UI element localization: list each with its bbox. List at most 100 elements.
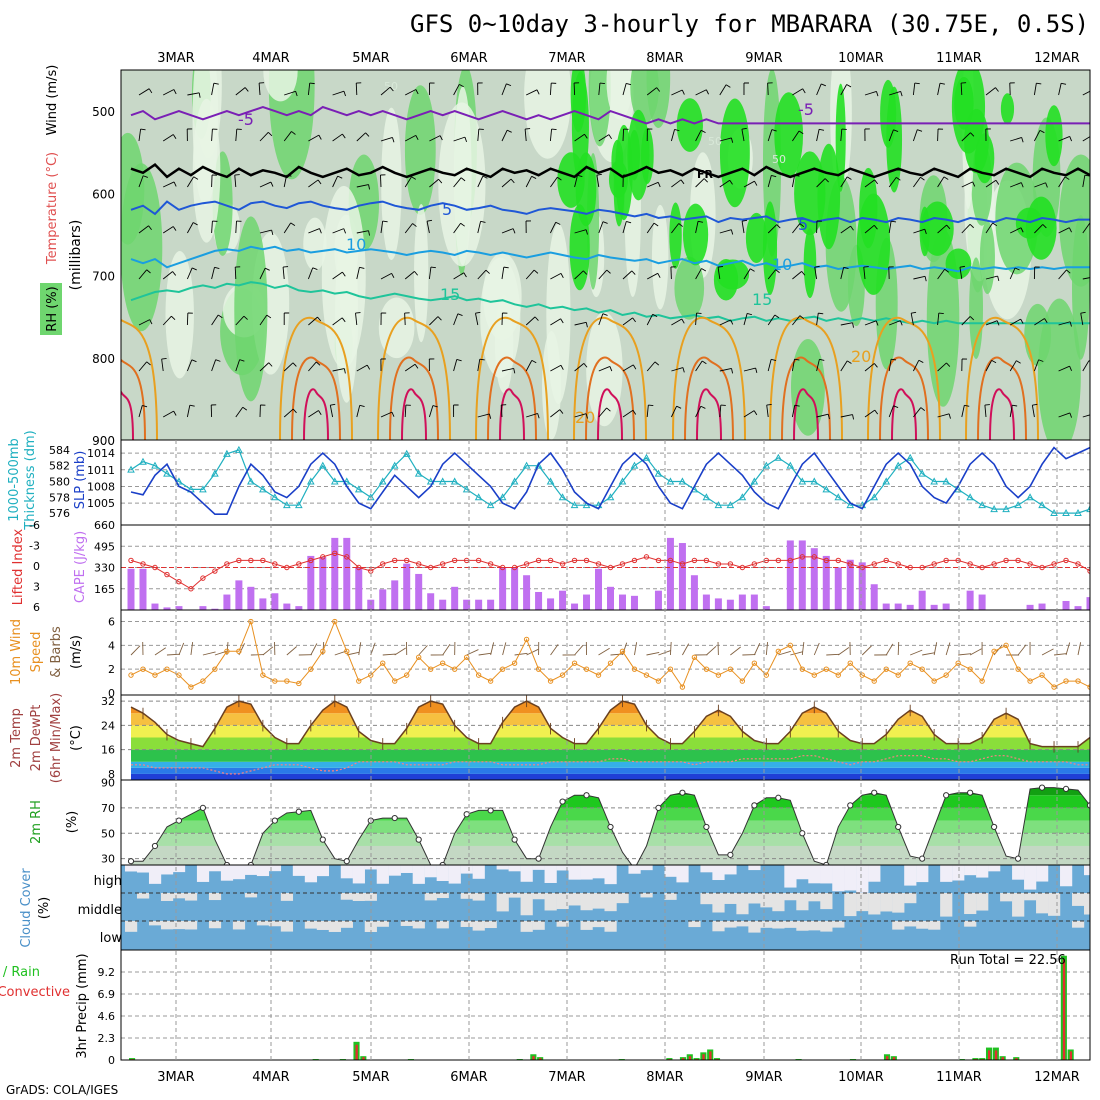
precip-ylabel: 3hr Precip (mm) <box>75 953 90 1058</box>
wind-barb-flag <box>876 91 879 97</box>
wind-barb-flag <box>924 276 927 282</box>
cape-bar <box>678 543 686 610</box>
rh-shade-cell <box>381 107 402 261</box>
rh-shade-cell-high <box>817 143 841 250</box>
lifted-index-point <box>919 564 925 571</box>
wind-barb <box>767 314 776 326</box>
wind-barb-flag <box>874 409 879 415</box>
wind-barb <box>1053 653 1068 656</box>
wind-barb <box>671 367 684 372</box>
thickness-point <box>618 477 627 485</box>
wind-barb <box>262 646 274 656</box>
wind-speed-point <box>883 666 889 672</box>
wind-barb <box>719 229 732 234</box>
wind-barb <box>863 267 866 280</box>
thickness-point <box>654 469 663 477</box>
cloud-clear-cell <box>664 893 677 900</box>
wind-barb-flag <box>725 84 731 88</box>
lifted-index-point <box>416 561 422 567</box>
y-tick-rh: 30 <box>101 853 115 866</box>
cloud-clear-cell <box>904 865 917 886</box>
rh-point <box>463 811 470 818</box>
upper-ylabel: (millibars) <box>68 220 84 291</box>
cloud-clear-cell <box>760 893 773 908</box>
y-tick-precip: 0 <box>108 1054 115 1067</box>
wind-barb <box>308 316 318 326</box>
cloud-clear-cell <box>125 921 138 932</box>
wind-barb-flag <box>359 266 365 269</box>
lifted-index-point <box>547 557 554 564</box>
cloud-clear-cell <box>976 893 989 911</box>
cloud-clear-cell <box>856 893 869 912</box>
wind-barb-flag <box>392 137 395 143</box>
wind-barb <box>332 175 339 188</box>
wind-barb <box>1009 360 1017 372</box>
wind-speed-point <box>727 666 734 672</box>
cloud-clear-cell <box>460 865 473 874</box>
wind-barb-flag <box>560 318 564 324</box>
cloud-clear-cell <box>1012 865 1025 880</box>
cloud-clear-cell <box>412 865 425 884</box>
cloud-clear-cell <box>640 893 653 898</box>
wind-barb <box>1034 224 1044 234</box>
cape-bar <box>978 594 986 610</box>
wind-barb-flag <box>191 267 197 271</box>
thickness-point <box>414 469 423 477</box>
thickness-point <box>582 501 591 509</box>
wind-barb-flag <box>819 358 825 361</box>
wind-barb-flag <box>161 358 167 360</box>
wind-barb <box>816 129 820 142</box>
lifted-index-point <box>128 557 134 564</box>
contour-label: FR <box>697 168 714 181</box>
y-tick-precip: 9.2 <box>98 966 116 979</box>
cloud-clear-cell <box>820 893 833 910</box>
wind-barb <box>526 648 539 656</box>
wind-barb <box>202 651 216 656</box>
rh-point <box>559 798 566 805</box>
wind-barb <box>864 409 876 418</box>
cape-bar <box>702 594 710 610</box>
rh-point <box>511 836 518 843</box>
wind-barb-flag <box>482 175 488 179</box>
wind-barb-flag <box>875 320 879 326</box>
x-axis-label-top: 10MAR <box>838 51 884 66</box>
cloud-clear-cell <box>160 893 174 901</box>
wind-barb-flag <box>459 84 464 88</box>
cloud-clear-cell <box>1036 893 1049 914</box>
wind-barb <box>840 414 853 418</box>
lifted-index-point <box>643 554 650 560</box>
wind-speed-point <box>212 666 218 672</box>
rh-shade-cell-high <box>951 70 986 154</box>
wind-speed-point <box>559 672 566 678</box>
thickness-point <box>966 493 974 501</box>
thickness-point <box>127 465 135 473</box>
wind-barb <box>356 184 369 188</box>
wind-barb-flag <box>742 219 748 222</box>
wind-barb <box>961 181 973 188</box>
wind-barb-flag <box>631 270 636 275</box>
wind-barb <box>816 359 820 372</box>
cloud-clear-cell <box>532 921 545 930</box>
lifted-index-point <box>595 561 602 567</box>
precip-convective-bar <box>532 1056 535 1060</box>
wind-barb-flag <box>460 222 465 227</box>
wind-barb-flag <box>309 82 315 85</box>
cloud-clear-cell <box>580 921 593 930</box>
cloud-clear-cell <box>304 921 318 929</box>
wind-barb <box>259 229 272 234</box>
cape-bar <box>607 586 614 610</box>
wind-barb <box>743 180 755 188</box>
wind-speed-point <box>691 654 698 660</box>
rh-ylabel: (%) <box>65 811 80 834</box>
thickness-point <box>438 477 447 485</box>
wind-speed-point <box>523 636 530 643</box>
wind-barb <box>1033 83 1037 96</box>
wind-barb <box>719 137 732 142</box>
rh-point <box>727 851 734 858</box>
lifted-index-point <box>895 561 901 567</box>
wind-barb-flag <box>717 265 724 268</box>
wind-barb-flag <box>896 176 901 181</box>
wind-barb <box>478 652 492 656</box>
wind-barb-flag <box>924 229 927 235</box>
cape-bar <box>1062 600 1070 610</box>
